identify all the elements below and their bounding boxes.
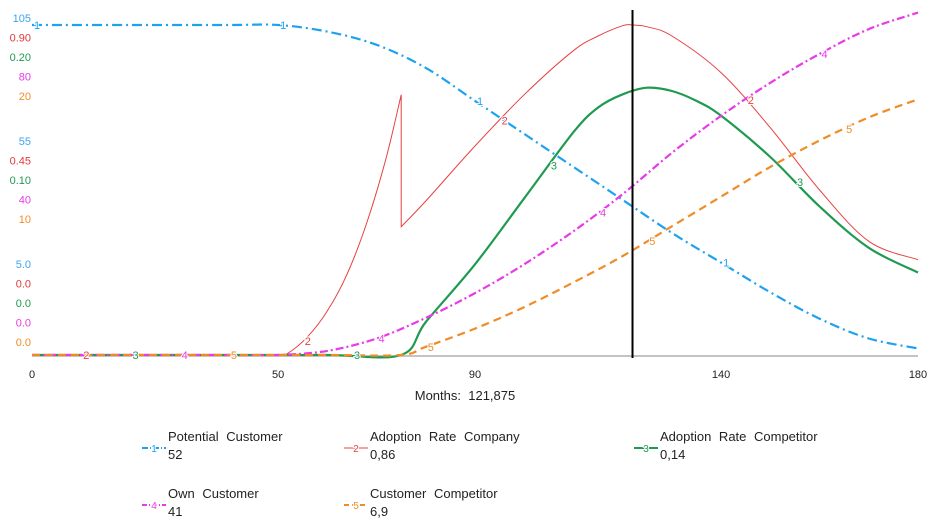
legend-item-2: Adoption Rate Company 0,86 — [370, 428, 520, 464]
series-marker-2: 2 — [748, 95, 754, 107]
series-line-1 — [32, 23, 919, 350]
series-markers: 1 1 1 1 2 2 2 2 3 3 3 3 4 4 4 4 5 5 5 5 — [33, 19, 853, 363]
legend-series-name: Adoption Rate Competitor — [660, 429, 818, 444]
legend-swatch-2: 2 — [344, 443, 368, 456]
legend-item-4: Own Customer 41 — [168, 485, 259, 521]
legend-swatch-1: 1 — [142, 443, 166, 456]
series-marker-2: 2 — [305, 336, 311, 348]
legend-swatch-5: 5 — [344, 500, 368, 513]
y-tick-label: 55 — [19, 136, 31, 148]
svg-text:5: 5 — [353, 501, 359, 512]
legend-item-3: Adoption Rate Competitor 0,14 — [660, 428, 818, 464]
y-tick-label: 40 — [19, 195, 31, 207]
x-tick-label: 50 — [272, 369, 284, 380]
y-axis-labels: 105 55 5.0 0.90 0.45 0.0 0.20 0.10 0.0 80 40 0.0 20 1… — [10, 13, 31, 349]
series-marker-3: 3 — [797, 177, 803, 189]
series-marker-1: 1 — [34, 20, 40, 32]
series-marker-3: 3 — [354, 350, 360, 362]
legend-series-name: Own Customer — [168, 486, 259, 501]
x-tick-label: 90 — [469, 369, 481, 380]
series-marker-1: 1 — [477, 96, 483, 108]
series-marker-2: 2 — [502, 115, 508, 127]
x-tick-label: 140 — [712, 369, 730, 380]
y-tick-label: 0.0 — [16, 337, 31, 349]
y-tick-label: 0.0 — [16, 279, 31, 291]
series-line-4 — [32, 11, 919, 357]
series-marker-4: 4 — [822, 49, 828, 61]
y-tick-label: 0.0 — [16, 318, 31, 330]
x-tick-label: 180 — [909, 369, 927, 380]
current-time-value: 121,875 — [468, 388, 516, 403]
x-tick-label: 0 — [29, 369, 35, 380]
series-lines — [32, 11, 919, 359]
series-marker-3: 3 — [132, 350, 138, 362]
series-marker-5: 5 — [846, 124, 852, 136]
legend-item-5: Customer Competitor 6,9 — [370, 485, 498, 521]
legend-series-value: 41 — [168, 504, 183, 519]
svg-text:2: 2 — [353, 444, 359, 455]
series-marker-4: 4 — [182, 350, 188, 362]
y-tick-label: 80 — [19, 72, 31, 84]
legend-series-name: Customer Competitor — [370, 486, 498, 501]
y-tick-label: 5.0 — [16, 259, 31, 271]
x-axis-title: Months — [414, 388, 458, 403]
series-marker-4: 4 — [379, 334, 385, 346]
series-marker-5: 5 — [231, 350, 237, 362]
y-tick-label: 105 — [13, 13, 31, 25]
legend-series-value: 0,86 — [370, 447, 396, 462]
legend-series-value: 6,9 — [370, 504, 389, 519]
series-marker-4: 4 — [600, 208, 606, 220]
legend-swatch-3: 3 — [634, 443, 658, 456]
time-readout: Months: 121,875 — [414, 388, 516, 403]
y-tick-label: 0.20 — [10, 52, 31, 64]
svg-text:1: 1 — [151, 444, 157, 455]
y-tick-label: 0.90 — [10, 33, 31, 45]
y-tick-label: 10 — [19, 214, 31, 226]
legend-swatch-4: 4 — [142, 500, 166, 513]
legend-series-name: Potential Customer — [168, 429, 283, 444]
y-tick-label: 0.0 — [16, 298, 31, 310]
y-tick-label: 0.45 — [10, 156, 31, 168]
series-marker-5: 5 — [428, 342, 434, 354]
series-line-5 — [32, 98, 919, 357]
simulation-chart: 105555.00.900.450.00.200.100.080400.0201… — [10, 10, 927, 380]
legend-series-value: 0,14 — [660, 447, 686, 462]
svg-text:3: 3 — [643, 444, 649, 455]
legend-series-name: Adoption Rate Company — [370, 429, 520, 444]
svg-text:4: 4 — [151, 501, 157, 512]
series-marker-2: 2 — [83, 350, 89, 362]
series-marker-5: 5 — [649, 236, 655, 248]
series-marker-3: 3 — [551, 160, 557, 172]
legend-item-1: Potential Customer 52 — [168, 428, 283, 464]
series-line-3 — [32, 86, 919, 359]
x-axis-ticks: 0 50 90 140 180 — [29, 369, 927, 380]
y-tick-label: 0.10 — [10, 175, 31, 187]
legend-series-value: 52 — [168, 447, 183, 462]
series-marker-1: 1 — [723, 258, 729, 270]
y-tick-label: 20 — [19, 91, 31, 103]
series-marker-1: 1 — [280, 20, 286, 32]
